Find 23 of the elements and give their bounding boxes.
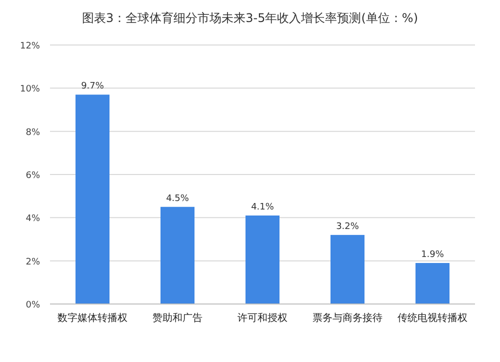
bar — [160, 206, 194, 304]
bar — [246, 216, 280, 304]
y-tick-label: 10% — [20, 84, 40, 95]
data-label: 9.7% — [81, 82, 104, 92]
x-tick-label: 赞助和广告 — [152, 312, 202, 324]
chart-title: 图表3：全球体育细分市场未来3-5年收入增长率预测(单位：%) — [82, 11, 418, 25]
x-tick-label: 许可和授权 — [238, 312, 288, 324]
data-label: 1.9% — [421, 250, 444, 260]
x-tick-label: 数字媒体转播权 — [58, 312, 128, 324]
y-tick-label: 0% — [26, 300, 40, 310]
data-label: 4.5% — [166, 194, 190, 204]
y-tick-label: 4% — [26, 214, 40, 224]
data-label: 4.1% — [251, 202, 274, 213]
bar — [76, 94, 110, 304]
y-tick-label: 2% — [26, 257, 40, 268]
bar — [330, 234, 364, 304]
y-tick-label: 8% — [26, 128, 40, 138]
y-tick-label: 6% — [26, 171, 40, 181]
y-tick-label: 12% — [20, 42, 40, 52]
data-label: 3.2% — [336, 222, 360, 232]
x-tick-label: 票务与商务接待 — [312, 312, 382, 324]
x-tick-label: 传统电视转播权 — [398, 312, 468, 324]
bar — [416, 262, 450, 304]
